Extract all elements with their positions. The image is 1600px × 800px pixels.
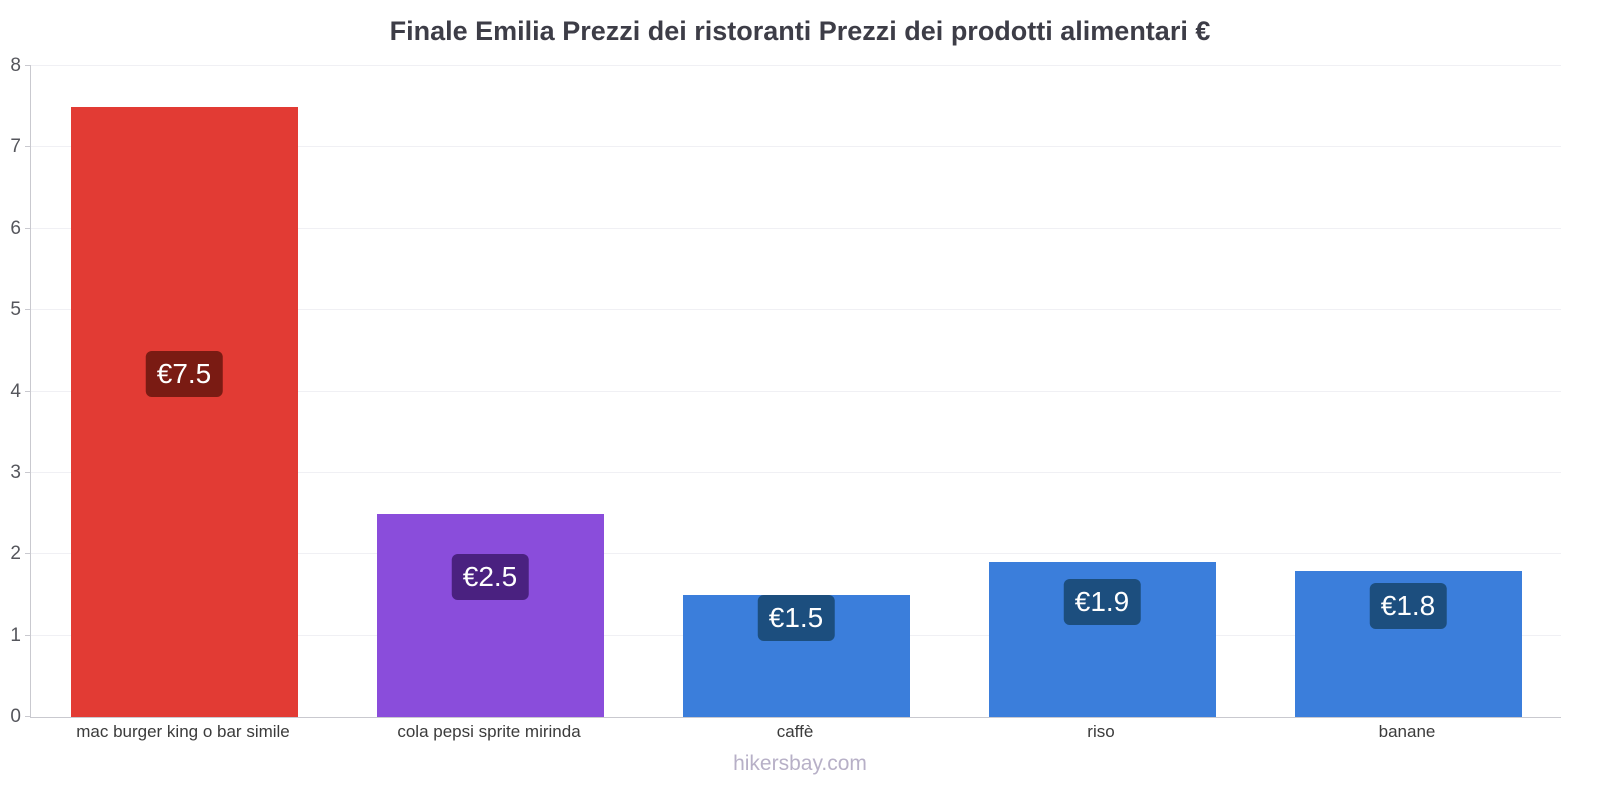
bar-3: €1.5 xyxy=(682,594,910,717)
y-axis-tick-label: 4 xyxy=(10,380,21,402)
chart-title: Finale Emilia Prezzi dei ristoranti Prez… xyxy=(389,16,1211,46)
bar-value-label: €1.8 xyxy=(1369,582,1447,629)
y-axis-tick-label: 3 xyxy=(10,461,21,483)
y-axis-tick-mark xyxy=(25,65,31,66)
bar-slot: €1.9 xyxy=(949,66,1255,717)
plot-area: 0 1 2 3 4 5 6 7 8 €7.5 €2.5 €1.5 €1.9 €1.8 xyxy=(10,55,1561,727)
gridline xyxy=(31,390,1561,392)
bar-slot: €1.5 xyxy=(643,66,949,717)
x-axis-category-label: mac burger king o bar simile xyxy=(76,722,290,741)
bar-value-label: €1.9 xyxy=(1063,578,1141,625)
gridline xyxy=(31,471,1561,473)
bar-5: €1.8 xyxy=(1294,570,1522,717)
bar-1: €7.5 xyxy=(70,106,298,717)
y-axis-tick-label: 0 xyxy=(10,706,21,727)
y-axis-tick-mark xyxy=(25,471,31,473)
y-axis-tick-mark xyxy=(25,390,31,392)
y-axis-tick-mark xyxy=(25,227,31,229)
x-axis-category-label: banane xyxy=(1378,722,1436,741)
y-axis-tick-label: 8 xyxy=(10,55,21,76)
y-axis-tick-label: 2 xyxy=(10,543,21,565)
y-axis-tick-mark xyxy=(25,634,31,636)
bar-2: €2.5 xyxy=(376,513,604,717)
bar-value-label: €2.5 xyxy=(451,554,529,601)
y-axis-tick-mark xyxy=(25,553,31,555)
bar-value-label: €7.5 xyxy=(145,350,223,397)
gridline xyxy=(31,146,1561,148)
watermark-text: hikersbay.com xyxy=(733,752,867,775)
y-axis-tick-label: 1 xyxy=(10,624,21,646)
gridline xyxy=(31,553,1561,555)
bar-4: €1.9 xyxy=(988,562,1216,717)
bar-value-label: €1.5 xyxy=(757,594,835,641)
gridline xyxy=(31,65,1561,66)
x-axis-category-label: cola pepsi sprite mirinda xyxy=(397,722,581,741)
y-axis-tick-label: 6 xyxy=(10,217,21,239)
bar-slot: €1.8 xyxy=(1255,66,1561,717)
gridline xyxy=(31,309,1561,311)
bars-container: €7.5 €2.5 €1.5 €1.9 €1.8 xyxy=(31,66,1561,717)
x-axis-category-label: riso xyxy=(1087,722,1115,741)
y-axis-tick-mark xyxy=(25,309,31,311)
y-axis-tick-mark xyxy=(25,716,31,717)
bar-slot: €2.5 xyxy=(337,66,643,717)
y-axis-tick-label: 5 xyxy=(10,299,21,321)
x-axis-category-label: caffè xyxy=(776,722,814,741)
x-axis-labels: mac burger king o bar simile cola pepsi s… xyxy=(30,713,1560,742)
y-axis-tick-mark xyxy=(25,146,31,148)
y-axis-tick-label: 7 xyxy=(10,136,21,158)
gridline xyxy=(31,227,1561,229)
bar-slot: €7.5 xyxy=(31,66,337,717)
